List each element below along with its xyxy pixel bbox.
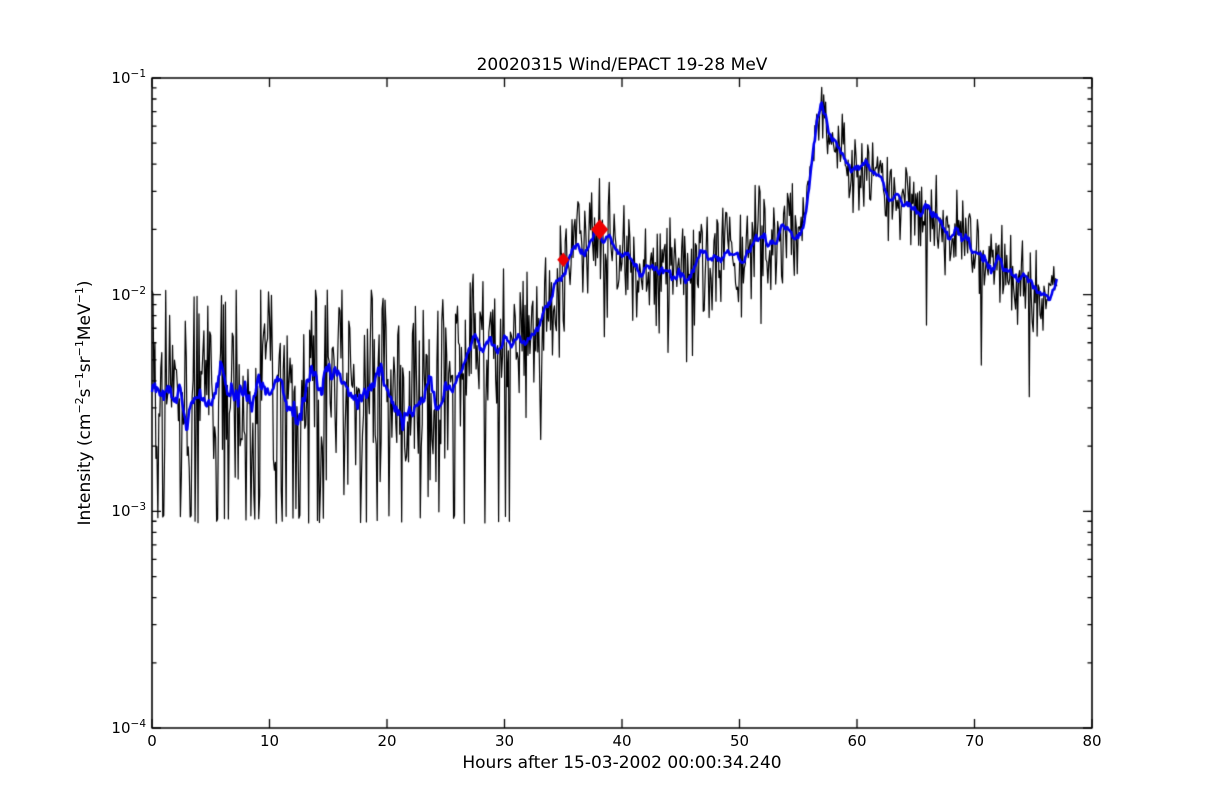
x-tick-label-30: 30 — [494, 732, 515, 750]
y-tick-label-10e−1: 10−1 — [111, 68, 146, 87]
x-tick-label-20: 20 — [377, 732, 397, 750]
x-tick-label-60: 60 — [847, 732, 867, 750]
y-axis-label-text: sr — [74, 356, 95, 373]
y-axis-label-exponent: −1 — [73, 372, 87, 389]
y-axis-label-exponent: −1 — [73, 287, 87, 304]
x-tick-label-40: 40 — [612, 732, 632, 750]
y-axis-label-text: MeV — [74, 303, 95, 341]
y-axis-label-exponent: −2 — [73, 397, 87, 414]
x-tick-label-10: 10 — [259, 732, 280, 750]
y-tick-label-10e−4: 10−4 — [111, 718, 146, 737]
y-axis-label-exponent: −1 — [73, 340, 87, 357]
y-tick-label-10e−3: 10−3 — [111, 501, 146, 521]
x-tick-label-80: 80 — [1082, 732, 1102, 750]
chart-title: 20020315 Wind/EPACT 19-28 MeV — [476, 55, 768, 75]
x-tick-label-50: 50 — [729, 732, 750, 750]
y-tick-label-10e−2: 10−2 — [111, 284, 146, 304]
x-tick-label-0: 0 — [147, 732, 157, 750]
x-axis-label: Hours after 15-03-2002 00:00:34.240 — [462, 753, 782, 773]
y-axis-label: Intensity (cm−2s−1sr−1MeV−1) — [73, 281, 95, 526]
x-tick-label-70: 70 — [964, 732, 985, 750]
y-axis-label-text: s — [74, 388, 95, 398]
